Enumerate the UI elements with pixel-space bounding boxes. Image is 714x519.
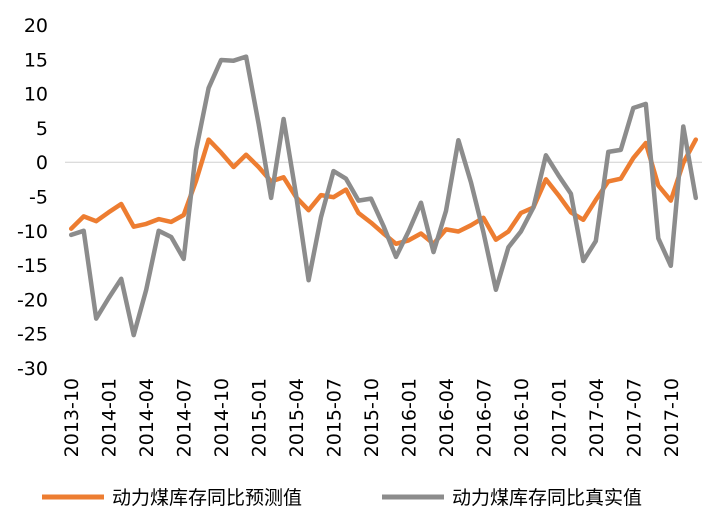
x-tick-label: 2016-01 [398,378,420,457]
x-tick-label: 2016-07 [473,378,495,457]
y-tick-label: -5 [29,187,48,209]
y-tick-label: 5 [36,118,48,140]
legend-label: 动力煤库存同比预测值 [112,487,302,509]
y-tick-label: -25 [17,324,48,346]
y-tick-label: -30 [17,358,48,380]
series-line-0 [68,137,699,247]
x-tick-label: 2014-10 [211,378,233,457]
y-tick-label: 15 [24,49,48,71]
x-tick-label: 2017-07 [623,378,645,457]
y-tick-label: 20 [24,15,48,37]
x-tick-label: 2014-04 [136,378,158,457]
y-tick-label: -10 [17,221,48,243]
x-axis: 2013-10 2014-01 2014-04 2014-07 2014-10 2015-… [61,161,702,457]
legend: 动力煤库存同比预测值 动力煤库存同比真实值 [42,487,642,509]
x-tick-label: 2017-10 [661,378,683,457]
x-tick-label: 2017-01 [548,378,570,457]
x-tick-label: 2014-01 [99,378,121,457]
y-tick-label: -15 [17,255,48,277]
x-tick-label: 2015-01 [249,378,271,457]
x-tick-label: 2016-04 [436,378,458,457]
y-tick-label: 0 [36,152,48,174]
y-tick-label: 10 [24,84,48,106]
x-tick-label: 2014-07 [174,378,196,457]
y-axis: 20 15 10 5 0 -5 -10 -15 -20 -25 -30 [17,15,48,380]
legend-label: 动力煤库存同比真实值 [452,487,642,509]
series-layer [68,54,699,338]
x-tick-label: 2016-10 [511,378,533,457]
x-tick-label: 2015-10 [361,378,383,457]
x-tick-label: 2017-04 [586,378,608,457]
x-tick-label: 2013-10 [61,378,83,457]
y-tick-label: -20 [17,289,48,311]
x-tick-label: 2015-04 [286,378,308,457]
x-tick-label: 2015-07 [324,378,346,457]
series-line-1 [68,54,699,338]
